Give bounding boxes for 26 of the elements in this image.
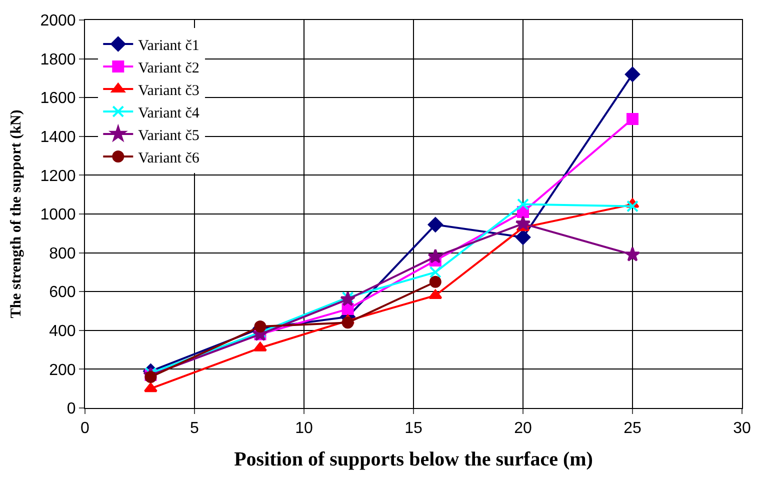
y-tick-label: 2000 xyxy=(40,12,76,30)
y-tick-label: 800 xyxy=(49,245,76,262)
x-tick-label: 20 xyxy=(514,420,532,438)
y-axis-title: The strength of the support (kN) xyxy=(8,110,24,318)
legend-label: Variant č4 xyxy=(138,105,200,122)
y-tick-label: 1000 xyxy=(40,206,76,224)
y-tick-label: 1800 xyxy=(40,51,76,68)
y-tick-label: 400 xyxy=(49,323,76,340)
y-tick-label: 600 xyxy=(49,284,76,302)
x-tick-label: 15 xyxy=(404,420,422,438)
y-tick-label: 1400 xyxy=(40,129,76,146)
legend-label: Variant č5 xyxy=(138,128,200,144)
legend-label: Variant č3 xyxy=(138,82,200,99)
x-tick-label: 10 xyxy=(295,420,313,438)
y-tick-label: 0 xyxy=(66,400,76,418)
legend-label: Variant č1 xyxy=(138,38,200,54)
x-tick-label: 30 xyxy=(733,420,751,438)
legend-label: Variant č2 xyxy=(138,60,200,76)
legend-label: Variant č6 xyxy=(138,150,200,166)
y-tick-label: 1200 xyxy=(40,168,76,185)
x-tick-label: 5 xyxy=(190,420,200,438)
x-axis-title: Position of supports below the surface (m) xyxy=(234,448,593,471)
x-tick-label: 25 xyxy=(624,420,642,438)
x-tick-label: 0 xyxy=(80,420,90,438)
y-tick-label: 1600 xyxy=(40,90,76,108)
y-tick-label: 200 xyxy=(49,362,76,379)
